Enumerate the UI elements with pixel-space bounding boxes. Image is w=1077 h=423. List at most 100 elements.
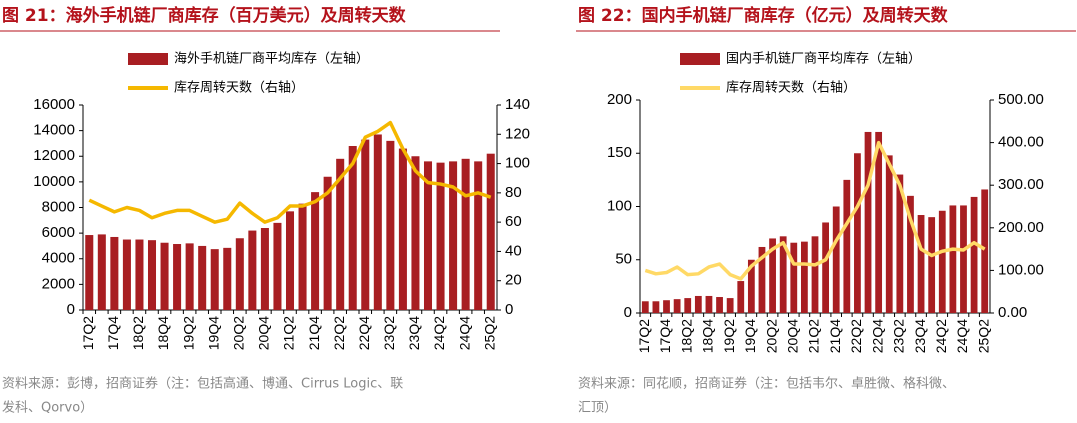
- bar: [223, 247, 232, 310]
- x-tick-label: 17Q2: [636, 319, 652, 353]
- y-tick-label: 150: [607, 144, 632, 161]
- y2-tick-label: 0.00: [998, 304, 1027, 321]
- x-tick-label: 17Q4: [105, 316, 121, 350]
- x-tick-label: 20Q4: [256, 316, 272, 350]
- source-note: 资料来源：同花顺，招商证券（注：包括韦尔、卓胜微、格科微、: [578, 376, 955, 392]
- bar: [461, 158, 470, 310]
- y2-tick-label: 400.00: [998, 134, 1044, 151]
- bar: [423, 161, 433, 310]
- bar: [110, 236, 119, 310]
- bar: [843, 179, 851, 313]
- bar: [248, 230, 257, 310]
- bar: [981, 189, 989, 313]
- x-tick-label: 22Q4: [356, 316, 372, 350]
- bar: [160, 242, 169, 310]
- legend-swatch: [128, 53, 168, 65]
- x-tick-label: 25Q2: [975, 319, 991, 353]
- bar: [928, 217, 936, 313]
- bar: [398, 148, 407, 310]
- y2-tick-label: 120: [505, 125, 530, 142]
- x-tick-label: 20Q2: [231, 316, 247, 350]
- x-tick-label: 22Q4: [869, 319, 885, 353]
- bar: [917, 215, 925, 313]
- line-series: [88, 120, 492, 224]
- y-tick-label: 50: [615, 251, 632, 268]
- y-tick-label: 10000: [33, 173, 75, 190]
- y2-tick-label: 0: [505, 301, 513, 318]
- bar: [173, 244, 182, 310]
- bar: [373, 134, 382, 310]
- x-tick-label: 24Q2: [431, 316, 447, 350]
- y2-tick-label: 40: [505, 242, 522, 259]
- x-tick-label: 21Q4: [827, 319, 843, 353]
- x-tick-label: 19Q4: [205, 316, 221, 350]
- x-tick-label: 18Q2: [678, 319, 694, 353]
- x-tick-label: 23Q2: [891, 319, 907, 353]
- bar: [673, 299, 681, 313]
- bar: [285, 211, 295, 310]
- bar: [348, 146, 357, 310]
- bar: [716, 297, 723, 313]
- x-tick-label: 19Q2: [721, 319, 737, 353]
- bar: [747, 259, 755, 313]
- bar: [769, 238, 776, 313]
- bar: [949, 205, 957, 313]
- bar: [854, 153, 861, 313]
- bar: [779, 236, 787, 313]
- bar: [758, 246, 766, 313]
- x-tick-label: 22Q2: [331, 316, 347, 350]
- bar: [323, 176, 332, 310]
- bar: [436, 162, 445, 310]
- x-tick-label: 19Q4: [742, 319, 758, 353]
- bar: [907, 195, 914, 313]
- bar: [298, 203, 307, 310]
- bar: [864, 131, 872, 313]
- bar: [235, 238, 244, 310]
- y2-tick-label: 80: [505, 184, 522, 201]
- bar: [801, 241, 808, 313]
- x-tick-label: 18Q4: [155, 316, 171, 350]
- y-tick-label: 100: [607, 197, 632, 214]
- bar: [85, 235, 94, 310]
- x-tick-label: 20Q4: [784, 319, 800, 353]
- x-tick-label: 24Q4: [456, 316, 472, 350]
- x-tick-label: 19Q2: [180, 316, 196, 350]
- chart-title: 图 21：海外手机链厂商库存（百万美元）及周转天数: [2, 5, 407, 26]
- x-tick-label: 23Q4: [406, 316, 422, 350]
- x-tick-label: 21Q2: [281, 316, 297, 350]
- y-tick-label: 14000: [33, 122, 75, 139]
- bar: [486, 153, 495, 310]
- bar: [147, 240, 157, 310]
- bar: [832, 206, 840, 313]
- source-note: 资料来源：彭博，招商证券（注：包括高通、博通、Cirrus Logic、联: [2, 376, 403, 392]
- chart-panel: 图 22：国内手机链厂商库存（亿元）及周转天数资料来源：同花顺，招商证券（注：包…: [576, 5, 1076, 416]
- bar: [737, 281, 745, 313]
- bar: [135, 239, 144, 310]
- bar: [198, 245, 207, 310]
- y-tick-label: 8000: [42, 198, 75, 215]
- y-tick-label: 2000: [42, 275, 75, 292]
- x-tick-label: 23Q2: [381, 316, 397, 350]
- bar: [411, 156, 420, 310]
- y2-tick-label: 140: [505, 96, 530, 113]
- bar: [386, 140, 395, 310]
- y2-tick-label: 100.00: [998, 261, 1044, 278]
- bar: [260, 228, 269, 310]
- bar: [938, 210, 946, 313]
- bar: [210, 249, 219, 310]
- bar: [694, 295, 702, 313]
- y-tick-label: 0: [67, 301, 75, 318]
- x-tick-label: 17Q4: [657, 319, 673, 353]
- bar: [474, 161, 483, 310]
- chart-panel: 图 21：海外手机链厂商库存（百万美元）及周转天数资料来源：彭博，招商证券（注：…: [0, 5, 530, 416]
- bar: [896, 174, 904, 313]
- x-tick-label: 24Q4: [954, 319, 970, 353]
- bar: [875, 131, 883, 313]
- x-tick-label: 22Q2: [848, 319, 864, 353]
- bar: [361, 139, 370, 310]
- y2-tick-label: 500.00: [998, 91, 1044, 108]
- legend-label: 库存周转天数（右轴）: [726, 80, 856, 96]
- bar: [652, 301, 660, 313]
- x-tick-label: 18Q2: [130, 316, 146, 350]
- y-tick-label: 200: [607, 91, 632, 108]
